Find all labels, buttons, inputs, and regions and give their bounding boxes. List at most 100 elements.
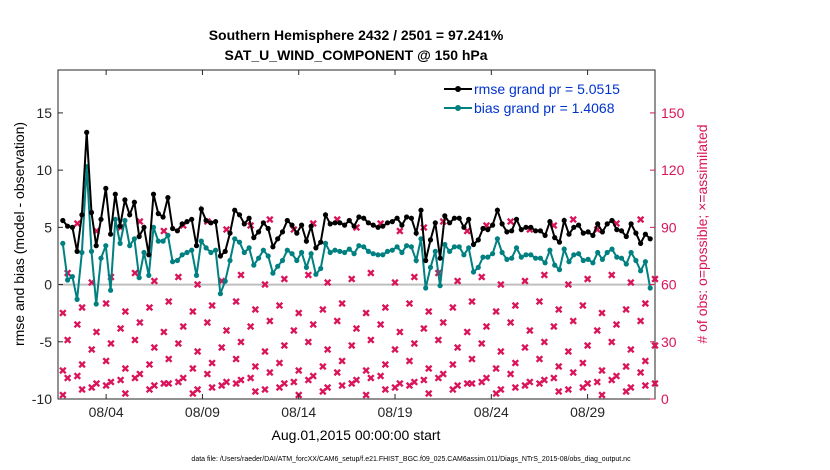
rmse-point	[60, 217, 66, 224]
obs-marker: ✖	[251, 303, 260, 316]
bias-point	[165, 232, 171, 238]
left-tick-label: -10	[32, 391, 52, 407]
rmse-point	[342, 222, 348, 228]
obs-marker: ✖	[246, 321, 255, 334]
obs-marker: ✖	[63, 334, 72, 347]
obs-marker: ✖	[304, 336, 313, 349]
rmse-point	[547, 219, 553, 225]
obs-marker: ✖	[535, 378, 544, 391]
rmse-point	[327, 221, 333, 227]
obs-marker: ✖	[265, 315, 274, 328]
bias-point	[136, 275, 142, 281]
bias-point	[576, 251, 582, 257]
obs-marker: ✖	[174, 271, 183, 284]
obs-marker: ✖	[578, 357, 587, 370]
bias-point	[361, 244, 367, 250]
bias-point	[642, 259, 649, 265]
bias-point	[528, 252, 534, 258]
left-axis-label: rmse and bias (model - observation)	[11, 122, 27, 346]
obs-marker: ✖	[554, 303, 563, 316]
rmse-point	[628, 221, 634, 227]
obs-marker: ✖	[419, 221, 428, 234]
rmse-point	[633, 230, 639, 236]
rmse-point	[203, 217, 209, 224]
obs-marker: ✖	[222, 376, 231, 389]
bias-point	[318, 265, 324, 272]
obs-marker: ✖	[549, 321, 558, 334]
bias-point	[614, 254, 620, 260]
rmse-point	[184, 219, 190, 225]
x-tick-label: 08/04	[89, 404, 124, 420]
obs-marker: ✖	[607, 269, 616, 282]
obs-marker: ✖	[289, 324, 298, 337]
x-tick-label: 08/24	[474, 404, 509, 420]
obs-marker: ✖	[496, 345, 505, 358]
bias-point	[112, 216, 118, 222]
bias-point	[294, 257, 300, 264]
bias-point	[628, 249, 634, 256]
rmse-point	[208, 220, 214, 226]
obs-marker: ✖	[135, 317, 144, 330]
obs-marker: ✖	[130, 267, 139, 280]
obs-marker: ✖	[289, 376, 298, 389]
rmse-point	[504, 229, 510, 235]
obs-marker: ✖	[448, 384, 457, 397]
rmse-point	[122, 197, 128, 203]
obs-marker: ✖	[491, 387, 500, 400]
bias-point	[332, 247, 338, 253]
x-tick-label: 08/19	[377, 404, 412, 420]
bias-point	[265, 253, 271, 259]
x-tick-label: 08/09	[185, 404, 220, 420]
obs-marker: ✖	[578, 382, 587, 395]
obs-marker: ✖	[145, 384, 154, 397]
bias-point	[647, 285, 653, 291]
obs-marker: ✖	[434, 334, 443, 347]
obs-marker: ✖	[482, 372, 491, 385]
obs-marker: ✖	[275, 382, 284, 395]
right-tick-label: 90	[661, 219, 677, 235]
bias-point	[65, 277, 71, 283]
bias-point	[480, 254, 486, 260]
rmse-point	[84, 129, 90, 135]
obs-marker: ✖	[130, 334, 139, 347]
bias-point	[193, 272, 200, 278]
obs-marker: ✖	[179, 372, 188, 385]
rmse-point	[332, 220, 338, 226]
obs-marker: ✖	[511, 382, 520, 395]
x-axis-label: Aug.01,2015 00:00:00 start	[272, 427, 441, 443]
obs-marker: ✖	[621, 303, 630, 316]
bias-point	[585, 256, 591, 262]
obs-marker: ✖	[130, 372, 139, 385]
bias-point	[108, 287, 114, 293]
bias-point	[150, 224, 157, 230]
rmse-point	[275, 236, 281, 242]
obs-marker: ✖	[347, 340, 356, 353]
bias-point	[127, 243, 133, 249]
obs-marker: ✖	[92, 326, 101, 339]
obs-marker: ✖	[376, 370, 385, 383]
obs-marker: ✖	[193, 279, 202, 292]
obs-marker: ✖	[77, 359, 86, 372]
obs-marker: ✖	[650, 273, 659, 286]
rmse-point	[418, 207, 424, 213]
x-tick-label: 08/29	[570, 404, 605, 420]
rmse-point	[150, 191, 157, 197]
obs-marker: ✖	[309, 370, 318, 383]
bias-point	[423, 285, 429, 291]
rmse-point	[103, 185, 109, 191]
bias-point	[370, 251, 376, 257]
obs-marker: ✖	[395, 326, 404, 339]
obs-marker: ✖	[626, 382, 635, 395]
bias-point	[208, 249, 214, 256]
obs-marker: ✖	[333, 366, 342, 379]
obs-marker: ✖	[92, 225, 101, 238]
obs-marker: ✖	[540, 269, 549, 282]
rmse-point	[222, 248, 228, 254]
bias-point	[246, 245, 252, 251]
obs-marker: ✖	[419, 374, 428, 387]
obs-marker: ✖	[381, 302, 390, 315]
obs-marker: ✖	[597, 364, 606, 377]
obs-marker: ✖	[265, 214, 274, 227]
bias-point	[131, 236, 137, 242]
bias-point	[561, 246, 567, 252]
